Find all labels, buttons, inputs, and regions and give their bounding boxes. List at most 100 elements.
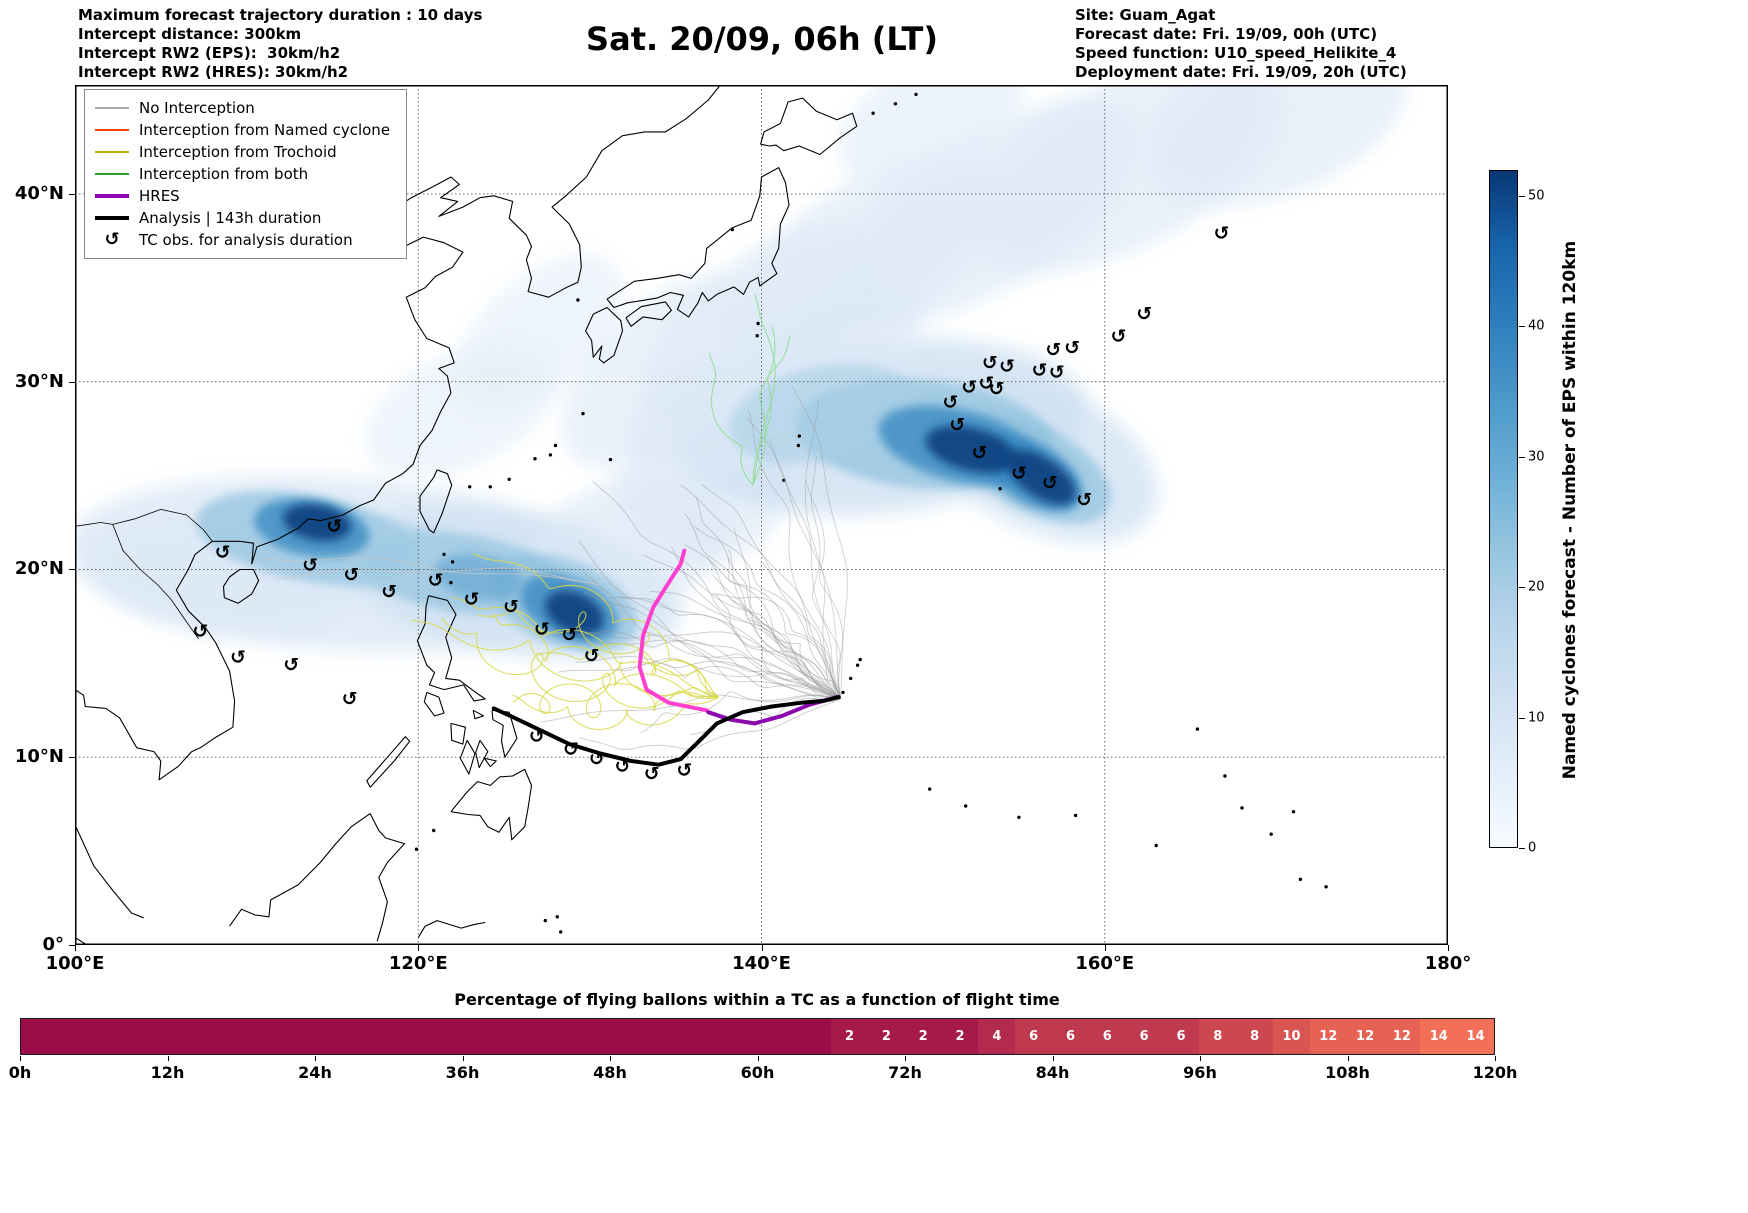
bar-segment: 2 [904,1019,942,1054]
bar-segment-value: 14 [1466,1029,1485,1044]
bar-segment: 10 [1273,1019,1310,1054]
flight-time-tick-mark [1495,1056,1496,1061]
bar-segment: 6 [1052,1019,1089,1054]
coastline [450,768,533,841]
legend-entry: Interception from Trochoid [95,141,390,163]
legend-label: Interception from both [139,165,309,183]
trajectory-no-interception-north [805,479,844,700]
header-line: Forecast date: Fri. 19/09, 00h (UTC) [1075,25,1378,43]
coastline [585,306,624,364]
trajectory-no-interception [575,656,841,700]
coastline [75,824,144,919]
trajectory-interception-trochoid [490,613,719,698]
colorbar-tick-mark [1519,717,1525,719]
flight-time-tick-mark [610,1056,611,1061]
island-dot [756,321,760,326]
bar-segment-value: 2 [918,1029,928,1044]
x-tick-mark [418,945,420,951]
bar-segment: 6 [1015,1019,1053,1054]
trajectory-interception-trochoid [441,617,719,709]
tc-obs-symbol: ↺ [1214,222,1230,244]
island-dot [849,676,853,681]
bar-segment: 14 [1420,1019,1458,1054]
tc-obs-symbol: ↺ [999,356,1015,378]
tc-obs-symbol: ↺ [230,647,246,669]
coastline [423,691,445,717]
bar-segment-value: 4 [992,1029,1002,1044]
trajectory-interception-trochoid [451,596,719,698]
legend-entry: Analysis | 143h duration [95,207,390,229]
bar-segment: 6 [1088,1019,1126,1054]
coastline [459,740,476,775]
trajectory-no-interception [649,590,841,700]
island-dot [468,485,472,489]
bar-segment: 2 [941,1019,979,1054]
bar-segment-value: 6 [1102,1029,1112,1044]
island-dot [581,411,585,416]
coastline [112,524,199,640]
trajectory-no-interception-west [259,557,599,585]
coastline-layer [75,85,1328,945]
bar-segment: 6 [1125,1019,1163,1054]
coastline [416,595,486,702]
trajectory-no-interception-north [791,385,848,700]
legend-label: Analysis | 143h duration [139,209,322,227]
legend: No Interception Interception from Named c… [84,89,408,259]
trajectory-no-interception-north [769,438,841,700]
colorbar-tick-mark [1519,456,1525,458]
tc-obs-symbol: ↺ [283,654,299,676]
density-blob [434,553,523,601]
tc-obs-symbol: ↺ [615,756,631,778]
legend-label: TC obs. for analysis duration [139,231,353,249]
legend-entry: Interception from both [95,163,390,185]
coastline [366,736,411,788]
bottom-chart-title: Percentage of flying ballons within a TC… [454,990,1060,1009]
eps-density-layer [75,85,1407,659]
island-dot [1269,832,1273,836]
y-tick-mark [69,757,75,759]
trajectory-no-interception [578,540,841,700]
coastline [450,722,466,745]
flight-time-tick-label: 36h [445,1063,480,1082]
island-dot [928,787,932,791]
island-dot [782,478,786,482]
flight-time-tick-label: 96h [1183,1063,1217,1082]
header-line: Intercept RW2 (HRES): 30km/h2 [78,63,349,81]
bar-segment-value: 10 [1282,1029,1301,1044]
x-tick-label: 140°E [732,953,791,974]
island-dot [730,227,734,232]
density-blob [562,276,755,469]
legend-line-swatch [95,151,129,153]
header-line: Intercept distance: 300km [78,25,302,43]
tc-obs-symbol: ↺ [1049,361,1065,383]
tc-obs-symbol: ↺ [427,570,443,592]
tc-obs-symbol: ↺ [1076,489,1092,511]
trajectory-no-interception [598,639,841,700]
flight-time-tick-mark [757,1056,759,1061]
bar-segment: 6 [1162,1019,1200,1054]
tc-obs-symbol: ↺ [589,748,605,770]
density-blob [1006,449,1076,505]
y-tick-mark [69,569,75,571]
island-dot [543,918,547,923]
tc-obs-symbol: ↺ [1032,359,1048,381]
figure-title: Sat. 20/09, 06h (LT) [586,20,938,58]
flight-time-tick-label: 12h [150,1063,185,1082]
header-line: Speed function: U10_speed_Helikite_4 [1075,44,1397,62]
colorbar-tick-label: 0 [1528,840,1537,856]
island-dot [1195,727,1200,731]
coastline [75,509,213,542]
density-blob [545,590,604,635]
bar-segment: 14 [1457,1019,1494,1054]
island-dot [559,930,563,934]
map-plot-area: ↺ ↺ ↺ ↺ ↺ ↺ ↺ ↺ ↺ ↺ ↺ ↺ ↺ ↺ ↺ ↺ ↺ ↺ ↺ ↺ ↺ ↺ ↺ ↺ ↺ ↺ ↺ ↺ ↺ ↺ ↺ ↺ ↺ ↺ ↺ ↺ ↺ ↺ ↺ … [75,85,1448,945]
legend-line-swatch [95,107,129,109]
density-blob [283,503,351,542]
island-dot [871,111,875,115]
flight-time-tick-label: 72h [888,1063,922,1082]
trajectory-interception-both [752,326,776,486]
flight-time-tick-mark [167,1056,169,1061]
tc-obs-symbol: ↺ [644,763,660,785]
tc-obs-symbol: ↺ [1064,337,1080,359]
